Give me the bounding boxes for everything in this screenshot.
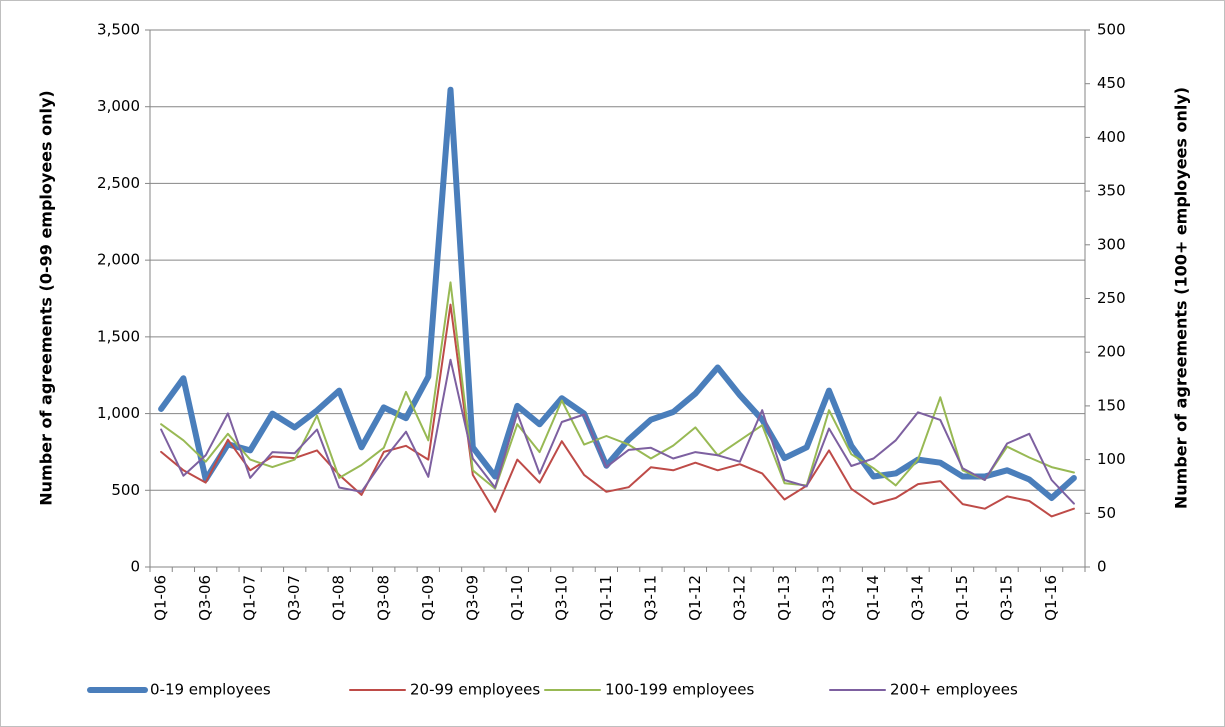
legend-label: 100-199 employees bbox=[605, 681, 754, 699]
y-tick-label: 2,500 bbox=[97, 174, 140, 192]
y2-tick-label: 500 bbox=[1097, 21, 1126, 39]
legend-label: 200+ employees bbox=[890, 681, 1018, 699]
x-tick-label: Q3-10 bbox=[552, 575, 570, 621]
x-tick-label: Q3-15 bbox=[998, 575, 1016, 621]
y2-tick-label: 300 bbox=[1097, 235, 1126, 253]
y2-tick-label: 350 bbox=[1097, 182, 1126, 200]
legend-label: 0-19 employees bbox=[150, 681, 271, 699]
y2-tick-label: 50 bbox=[1097, 504, 1116, 522]
x-tick-label: Q3-11 bbox=[641, 575, 659, 621]
y-tick-label: 0 bbox=[130, 558, 140, 576]
y-tick-label: 1,000 bbox=[97, 404, 140, 422]
x-tick-label: Q3-13 bbox=[819, 575, 837, 621]
series-line bbox=[160, 358, 1075, 505]
y2-tick-label: 250 bbox=[1097, 289, 1126, 307]
series-line bbox=[160, 303, 1075, 518]
y2-tick-label: 400 bbox=[1097, 128, 1126, 146]
y2-tick-label: 200 bbox=[1097, 343, 1126, 361]
x-tick-label: Q1-12 bbox=[686, 575, 704, 621]
y-tick-label: 1,500 bbox=[97, 327, 140, 345]
y2-axis-title: Number of agreements (100+ employees onl… bbox=[1172, 87, 1191, 509]
x-tick-label: Q3-12 bbox=[730, 575, 748, 621]
x-tick-label: Q1-07 bbox=[241, 575, 259, 621]
y-tick-label: 3,000 bbox=[97, 97, 140, 115]
series-line bbox=[158, 86, 1077, 501]
y-tick-label: 2,000 bbox=[97, 251, 140, 269]
x-tick-label: Q1-11 bbox=[597, 575, 615, 621]
x-tick-label: Q1-15 bbox=[953, 575, 971, 621]
x-tick-label: Q3-14 bbox=[909, 575, 927, 621]
y2-tick-label: 150 bbox=[1097, 396, 1126, 414]
y-tick-label: 500 bbox=[111, 481, 140, 499]
x-tick-label: Q1-06 bbox=[152, 575, 170, 621]
y-axis-title: Number of agreements (0-99 employees onl… bbox=[37, 90, 56, 505]
x-tick-label: Q1-08 bbox=[330, 575, 348, 621]
x-tick-label: Q3-07 bbox=[285, 575, 303, 621]
x-tick-label: Q1-13 bbox=[775, 575, 793, 621]
x-tick-label: Q3-08 bbox=[374, 575, 392, 621]
y2-tick-label: 0 bbox=[1097, 558, 1107, 576]
x-tick-label: Q3-06 bbox=[196, 575, 214, 621]
y2-tick-label: 100 bbox=[1097, 450, 1126, 468]
x-tick-label: Q1-09 bbox=[419, 575, 437, 621]
y-tick-label: 3,500 bbox=[97, 21, 140, 39]
x-tick-label: Q3-09 bbox=[463, 575, 481, 621]
x-tick-label: Q1-16 bbox=[1042, 575, 1060, 621]
series-line bbox=[160, 281, 1075, 490]
y2-tick-label: 450 bbox=[1097, 74, 1126, 92]
x-tick-label: Q1-10 bbox=[508, 575, 526, 621]
x-tick-label: Q1-14 bbox=[864, 575, 882, 621]
legend-label: 20-99 employees bbox=[410, 681, 540, 699]
